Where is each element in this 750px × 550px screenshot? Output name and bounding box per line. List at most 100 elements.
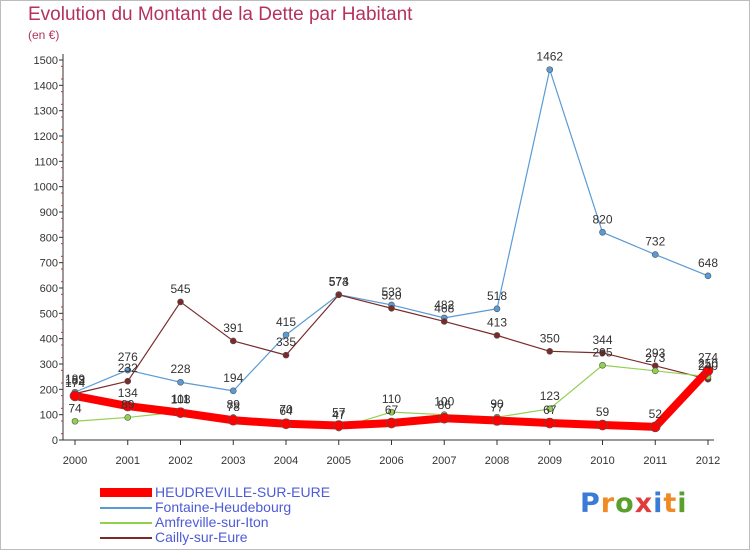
data-point bbox=[599, 349, 606, 357]
y-tick-label: 1200 bbox=[34, 131, 58, 143]
data-point bbox=[651, 251, 659, 258]
data-label: 648 bbox=[698, 256, 718, 270]
y-tick-label: 1400 bbox=[34, 80, 58, 92]
x-tick-label: 2004 bbox=[274, 455, 298, 467]
x-tick-label: 2000 bbox=[63, 455, 87, 467]
data-point bbox=[702, 365, 714, 376]
data-point bbox=[597, 419, 608, 431]
data-label: 1462 bbox=[536, 50, 563, 64]
legend-label: Fontaine-Heudebourg bbox=[155, 499, 292, 515]
y-tick-label: 1100 bbox=[34, 156, 58, 168]
y-tick-label: 900 bbox=[40, 207, 58, 219]
y-tick-label: 100 bbox=[40, 410, 58, 422]
data-labels: 174 134 108 78 64 57 67 86 77 67 59 52 274 189 276 228 1… bbox=[65, 50, 718, 422]
y-tick-label: 800 bbox=[40, 232, 58, 244]
data-label: 70 bbox=[279, 402, 293, 416]
data-point bbox=[493, 332, 501, 339]
data-label: 89 bbox=[121, 397, 135, 411]
data-point bbox=[388, 304, 395, 312]
legend-swatch bbox=[100, 537, 152, 539]
data-label: 344 bbox=[592, 333, 612, 347]
y-tick-label: 700 bbox=[40, 258, 58, 270]
data-point bbox=[124, 366, 132, 374]
data-point bbox=[282, 351, 290, 359]
data-point bbox=[177, 298, 184, 306]
data-label: 52 bbox=[649, 407, 663, 421]
chart-unit-label: (en €) bbox=[28, 28, 60, 42]
data-point bbox=[493, 305, 501, 313]
data-label: 174 bbox=[65, 376, 85, 390]
x-tick-label: 2010 bbox=[590, 455, 614, 467]
data-label: 295 bbox=[592, 345, 612, 359]
data-label: 100 bbox=[434, 395, 454, 409]
x-tick-label: 2002 bbox=[168, 455, 192, 467]
legend-swatch bbox=[100, 522, 152, 524]
data-point bbox=[229, 387, 237, 395]
data-point bbox=[651, 367, 659, 375]
data-point bbox=[599, 228, 606, 236]
data-label: 228 bbox=[170, 362, 190, 376]
data-label: 391 bbox=[223, 321, 243, 335]
x-tick-label: 2009 bbox=[538, 455, 562, 467]
y-tick-label: 300 bbox=[40, 359, 58, 371]
data-point bbox=[282, 331, 290, 339]
data-label: 573 bbox=[329, 275, 349, 289]
series-lines bbox=[69, 66, 714, 433]
data-label: 57 bbox=[332, 406, 346, 420]
data-label: 89 bbox=[227, 397, 241, 411]
y-tick-label: 0 bbox=[52, 435, 58, 447]
y-tick-label: 400 bbox=[40, 334, 58, 346]
proxiti-logo: Proxiti bbox=[580, 488, 688, 519]
series-line bbox=[74, 69, 709, 393]
legend-label: HEUDREVILLE-SUR-EURE bbox=[155, 484, 331, 500]
data-point bbox=[333, 420, 345, 431]
data-point bbox=[124, 377, 132, 385]
x-tick-label: 2007 bbox=[432, 455, 456, 467]
data-label: 189 bbox=[65, 372, 85, 386]
data-label: 518 bbox=[487, 289, 507, 303]
data-label: 123 bbox=[540, 389, 560, 403]
data-label: 273 bbox=[645, 351, 665, 365]
data-point bbox=[544, 417, 556, 429]
data-label: 59 bbox=[596, 405, 610, 419]
y-tick-label: 1500 bbox=[34, 55, 58, 67]
data-label: 232 bbox=[118, 361, 138, 375]
data-point bbox=[546, 405, 554, 413]
data-label: 413 bbox=[487, 315, 507, 329]
data-label: 276 bbox=[118, 350, 138, 364]
data-point bbox=[388, 408, 395, 416]
data-label: 293 bbox=[645, 346, 665, 360]
data-label: 274 bbox=[698, 351, 718, 365]
data-label: 110 bbox=[382, 392, 401, 406]
data-label: 335 bbox=[276, 335, 296, 349]
data-point bbox=[438, 412, 450, 424]
legend-swatch bbox=[100, 488, 152, 497]
data-label: 67 bbox=[385, 403, 399, 417]
chart-title: Evolution du Montant de la Dette par Hab… bbox=[28, 4, 413, 25]
data-label: 250 bbox=[698, 357, 718, 371]
data-point bbox=[386, 417, 397, 429]
data-point bbox=[491, 415, 503, 426]
data-label: 820 bbox=[592, 212, 612, 226]
data-label: 240 bbox=[698, 359, 718, 373]
data-point bbox=[704, 272, 712, 280]
data-label: 545 bbox=[170, 282, 190, 296]
data-point bbox=[177, 378, 184, 386]
data-label: 47 bbox=[332, 408, 346, 422]
y-tick-label: 1300 bbox=[34, 106, 58, 118]
legend-label: Amfreville-sur-Iton bbox=[155, 514, 269, 530]
y-tick-label: 600 bbox=[40, 283, 58, 295]
legend-label: Cailly-sur-Eure bbox=[155, 529, 248, 545]
data-label: 533 bbox=[381, 285, 401, 299]
data-point bbox=[71, 417, 79, 425]
data-label: 64 bbox=[279, 404, 293, 418]
data-label: 520 bbox=[381, 288, 401, 302]
x-tick-label: 2011 bbox=[643, 455, 667, 467]
axes: 0 100 200 300 400 500 600 700 800 900 1000 1100 1200… bbox=[34, 54, 720, 467]
x-tick-label: 2005 bbox=[327, 455, 351, 467]
data-label: 574 bbox=[329, 275, 349, 289]
data-label: 350 bbox=[540, 331, 560, 345]
data-point bbox=[649, 421, 661, 433]
